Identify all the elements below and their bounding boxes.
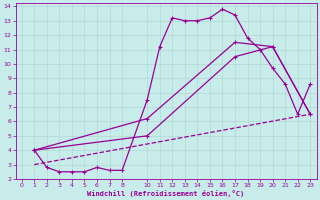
- X-axis label: Windchill (Refroidissement éolien,°C): Windchill (Refroidissement éolien,°C): [87, 190, 245, 197]
